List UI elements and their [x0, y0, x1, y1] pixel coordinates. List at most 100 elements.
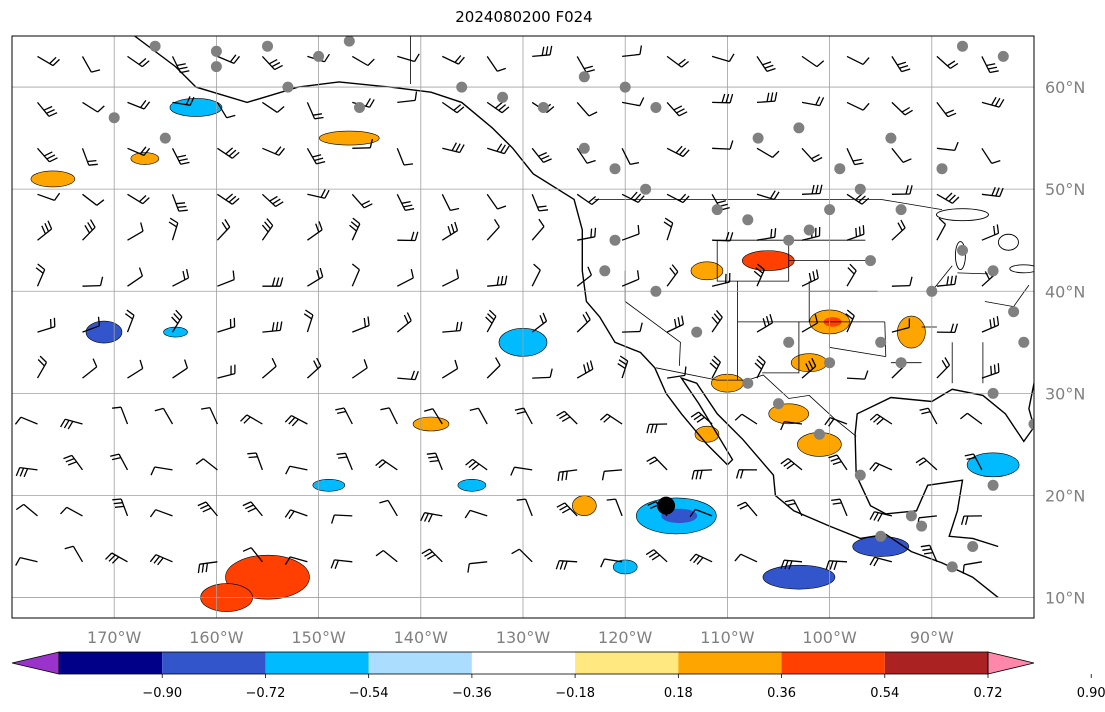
wind-barb — [511, 548, 533, 563]
wind-barb — [936, 323, 959, 334]
wind-barb — [127, 359, 144, 379]
anomaly-region — [163, 326, 188, 338]
wind-barb — [646, 423, 668, 434]
wind-barb — [15, 556, 38, 566]
wind-barb — [831, 498, 848, 517]
station-dot — [609, 163, 621, 175]
wind-barb — [351, 359, 368, 379]
wind-barb — [397, 53, 420, 63]
wind-barb — [891, 318, 911, 333]
wind-barb — [112, 498, 129, 517]
wind-barb — [168, 217, 179, 241]
anomaly-core — [785, 572, 819, 582]
wind-barb — [397, 370, 419, 381]
wind-barb — [330, 559, 353, 569]
political-border — [716, 239, 790, 282]
colorbar-segment — [575, 652, 679, 674]
wind-barb — [125, 309, 135, 333]
wind-barb — [37, 220, 53, 241]
wind-barb — [171, 56, 190, 74]
wind-barb — [689, 508, 713, 518]
wind-barb — [351, 55, 375, 67]
wind-barb — [441, 101, 465, 114]
wind-barb — [557, 469, 578, 482]
colorbar-segment — [884, 652, 988, 674]
political-border — [957, 272, 989, 275]
colorbar-tick-label: −0.54 — [349, 686, 389, 701]
wind-barb — [242, 501, 263, 517]
wind-barb — [441, 359, 459, 379]
station-dot — [875, 530, 887, 542]
wind-barb — [426, 452, 443, 471]
station-dot — [834, 163, 846, 175]
wind-barb — [606, 498, 623, 517]
wind-barb — [531, 194, 549, 212]
wind-barb — [981, 56, 999, 74]
wind-barb — [531, 147, 552, 163]
wind-barb — [576, 147, 596, 164]
wind-barb — [667, 366, 687, 379]
station-dot — [987, 265, 999, 277]
colorbar-tick-label: −0.72 — [246, 686, 286, 701]
station-dot — [854, 183, 866, 195]
wind-barb — [485, 309, 497, 333]
anomaly-region — [169, 98, 223, 117]
political-border — [655, 367, 857, 437]
wind-barb — [936, 275, 957, 287]
wind-barb — [666, 193, 690, 204]
wind-barb — [467, 561, 488, 573]
anomaly-core — [98, 327, 116, 337]
station-dot — [650, 285, 662, 297]
station-dot — [1028, 418, 1034, 430]
anomaly-region — [690, 261, 724, 281]
tropical-cyclone-marker — [657, 496, 676, 515]
wind-barb — [531, 312, 548, 333]
station-dot — [354, 102, 365, 113]
wind-barb — [442, 142, 465, 154]
wind-barb — [666, 145, 690, 158]
wind-barb — [420, 512, 443, 523]
latitude-tick-label: 10°N — [1045, 589, 1085, 608]
station-dot — [895, 204, 907, 216]
wind-barb — [105, 552, 128, 564]
station-dot — [599, 265, 611, 277]
coastline-layer — [134, 36, 1034, 599]
station-dot — [987, 387, 999, 399]
wind-barb — [936, 357, 951, 379]
wind-barb — [689, 553, 713, 565]
wind-barb — [127, 267, 144, 287]
latitude-tick-label: 30°N — [1045, 384, 1085, 403]
station-dot — [159, 132, 171, 144]
wind-barb — [801, 96, 825, 107]
wind-barb — [172, 359, 189, 379]
political-border — [737, 281, 810, 323]
latitude-tick-labels: 10°N 20°N 30°N 40°N 50°N 60°N — [1045, 78, 1085, 608]
wind-barb — [284, 556, 308, 565]
station-dot — [210, 61, 222, 73]
wind-barb — [127, 100, 151, 110]
colorbar-tick-label: −0.36 — [452, 686, 492, 701]
wind-barb — [516, 498, 533, 517]
wind-barb — [172, 96, 195, 106]
political-border — [594, 198, 943, 210]
station-dot — [1018, 336, 1030, 348]
station-dot — [936, 163, 948, 175]
wind-barb — [510, 466, 533, 476]
station-dot — [957, 40, 968, 52]
map-title: 2024080200 F024 — [455, 8, 593, 26]
longitude-tick-label: 130°W — [496, 628, 551, 647]
station-dot — [742, 377, 754, 389]
wind-barb — [486, 56, 507, 72]
wind-barb — [780, 421, 803, 431]
station-dot — [875, 336, 887, 348]
wind-barb — [81, 56, 101, 73]
wind-barb — [464, 509, 488, 519]
wind-barb — [352, 316, 370, 333]
wind-barb — [666, 315, 685, 333]
wind-barb — [351, 193, 373, 209]
wind-barb — [869, 413, 893, 425]
station-dot — [313, 50, 325, 62]
wind-barb — [307, 221, 323, 241]
wind-barb — [869, 511, 893, 522]
